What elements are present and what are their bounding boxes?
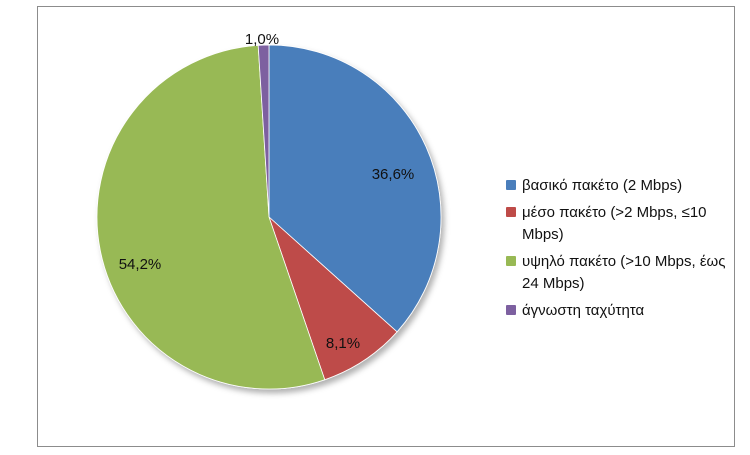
pie-chart: 36,6% 8,1% 54,2% 1,0% xyxy=(96,31,442,390)
legend-label-0: βασικό πακέτο (2 Mbps) xyxy=(522,177,683,194)
slice-value-label-2: 54,2% xyxy=(119,256,162,273)
legend-item-2: υψηλό πακέτο (>10 Mbps, έως 24 Mbps) xyxy=(506,251,728,295)
pie-slice-2 xyxy=(96,44,326,390)
legend-label-1: μέσο πακέτο (>2 Mbps, ≤10 Mbps) xyxy=(522,204,707,243)
legend-item-1: μέσο πακέτο (>2 Mbps, ≤10 Mbps) xyxy=(506,202,728,246)
legend-item-3: άγνωστη ταχύτητα xyxy=(506,300,728,322)
legend-item-0: βασικό πακέτο (2 Mbps) xyxy=(506,175,728,197)
legend-label-3: άγνωστη ταχύτητα xyxy=(522,302,645,319)
slice-value-label-3: 1,0% xyxy=(245,31,279,48)
slice-value-label-1: 8,1% xyxy=(326,335,360,352)
chart-frame: 36,6% 8,1% 54,2% 1,0% βασικό πακέτο (2 Mbps… xyxy=(37,6,735,447)
legend-swatch-1 xyxy=(506,207,516,217)
pie-slice-1 xyxy=(268,215,398,381)
legend-label-2: υψηλό πακέτο (>10 Mbps, έως 24 Mbps) xyxy=(522,253,726,292)
pie-slice-3 xyxy=(257,44,270,218)
legend-swatch-3 xyxy=(506,305,516,315)
slice-value-label-0: 36,6% xyxy=(372,166,415,183)
pie-slice-0 xyxy=(268,44,442,333)
legend-swatch-2 xyxy=(506,256,516,266)
legend-swatch-0 xyxy=(506,180,516,190)
pie-slices xyxy=(96,44,442,390)
legend: βασικό πακέτο (2 Mbps) μέσο πακέτο (>2 Mb… xyxy=(506,175,728,327)
